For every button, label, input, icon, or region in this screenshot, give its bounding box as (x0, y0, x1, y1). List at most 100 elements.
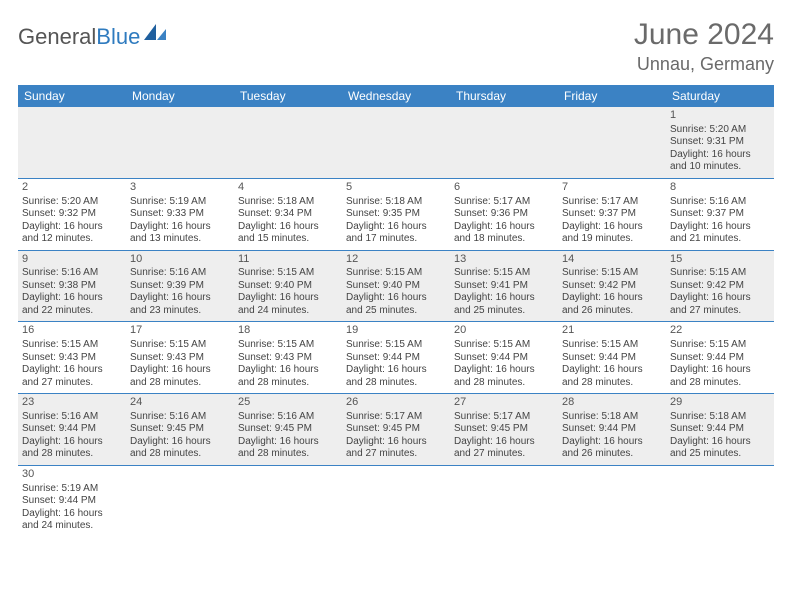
daylight-line-2: and 25 minutes. (454, 305, 554, 318)
month-title: June 2024 (634, 18, 774, 52)
daylight-line-2: and 15 minutes. (238, 233, 338, 246)
calendar-cell (342, 107, 450, 178)
calendar-cell: 5Sunrise: 5:18 AMSunset: 9:35 PMDaylight… (342, 178, 450, 250)
sunrise-line: Sunrise: 5:16 AM (130, 267, 230, 280)
daylight-line-2: and 17 minutes. (346, 233, 446, 246)
sunset-line: Sunset: 9:36 PM (454, 208, 554, 221)
day-header: Sunday (18, 85, 126, 107)
daylight-line-1: Daylight: 16 hours (22, 508, 122, 521)
sunrise-line: Sunrise: 5:15 AM (670, 267, 770, 280)
calendar-cell: 29Sunrise: 5:18 AMSunset: 9:44 PMDayligh… (666, 394, 774, 466)
calendar-cell (450, 465, 558, 536)
sunrise-line: Sunrise: 5:15 AM (346, 339, 446, 352)
day-number: 25 (238, 396, 338, 410)
sunset-line: Sunset: 9:44 PM (454, 352, 554, 365)
sunset-line: Sunset: 9:39 PM (130, 280, 230, 293)
daylight-line-1: Daylight: 16 hours (670, 364, 770, 377)
daylight-line-1: Daylight: 16 hours (670, 149, 770, 162)
day-number: 27 (454, 396, 554, 410)
sunrise-line: Sunrise: 5:15 AM (562, 267, 662, 280)
day-header: Tuesday (234, 85, 342, 107)
sunset-line: Sunset: 9:44 PM (22, 423, 122, 436)
daylight-line-2: and 24 minutes. (238, 305, 338, 318)
calendar-cell (18, 107, 126, 178)
sunrise-line: Sunrise: 5:17 AM (562, 196, 662, 209)
calendar-cell (234, 465, 342, 536)
sunset-line: Sunset: 9:41 PM (454, 280, 554, 293)
sunrise-line: Sunrise: 5:16 AM (130, 411, 230, 424)
day-number: 13 (454, 253, 554, 267)
daylight-line-2: and 24 minutes. (22, 520, 122, 533)
daylight-line-2: and 26 minutes. (562, 305, 662, 318)
daylight-line-1: Daylight: 16 hours (130, 221, 230, 234)
calendar-cell: 12Sunrise: 5:15 AMSunset: 9:40 PMDayligh… (342, 250, 450, 322)
daylight-line-2: and 25 minutes. (346, 305, 446, 318)
daylight-line-2: and 28 minutes. (130, 377, 230, 390)
daylight-line-1: Daylight: 16 hours (238, 364, 338, 377)
sunrise-line: Sunrise: 5:15 AM (238, 339, 338, 352)
day-number: 16 (22, 324, 122, 338)
sunset-line: Sunset: 9:33 PM (130, 208, 230, 221)
day-number: 23 (22, 396, 122, 410)
sunset-line: Sunset: 9:44 PM (562, 423, 662, 436)
sunrise-line: Sunrise: 5:19 AM (22, 483, 122, 496)
daylight-line-1: Daylight: 16 hours (454, 292, 554, 305)
day-number: 3 (130, 181, 230, 195)
sunrise-line: Sunrise: 5:20 AM (22, 196, 122, 209)
daylight-line-2: and 28 minutes. (670, 377, 770, 390)
daylight-line-2: and 27 minutes. (670, 305, 770, 318)
daylight-line-2: and 28 minutes. (562, 377, 662, 390)
calendar-cell: 16Sunrise: 5:15 AMSunset: 9:43 PMDayligh… (18, 322, 126, 394)
daylight-line-1: Daylight: 16 hours (346, 364, 446, 377)
calendar-cell: 19Sunrise: 5:15 AMSunset: 9:44 PMDayligh… (342, 322, 450, 394)
header: GeneralBlue June 2024 Unnau, Germany (18, 18, 774, 75)
daylight-line-2: and 25 minutes. (670, 448, 770, 461)
sunset-line: Sunset: 9:44 PM (22, 495, 122, 508)
logo-text-b: Blue (96, 24, 140, 50)
sunset-line: Sunset: 9:43 PM (238, 352, 338, 365)
daylight-line-2: and 22 minutes. (22, 305, 122, 318)
calendar-cell: 8Sunrise: 5:16 AMSunset: 9:37 PMDaylight… (666, 178, 774, 250)
calendar-cell: 21Sunrise: 5:15 AMSunset: 9:44 PMDayligh… (558, 322, 666, 394)
calendar-cell (558, 107, 666, 178)
sunrise-line: Sunrise: 5:15 AM (130, 339, 230, 352)
sunrise-line: Sunrise: 5:19 AM (130, 196, 230, 209)
sunset-line: Sunset: 9:38 PM (22, 280, 122, 293)
sunset-line: Sunset: 9:45 PM (454, 423, 554, 436)
calendar-cell: 3Sunrise: 5:19 AMSunset: 9:33 PMDaylight… (126, 178, 234, 250)
sunset-line: Sunset: 9:35 PM (346, 208, 446, 221)
title-block: June 2024 Unnau, Germany (634, 18, 774, 75)
sunrise-line: Sunrise: 5:15 AM (238, 267, 338, 280)
sunrise-line: Sunrise: 5:17 AM (346, 411, 446, 424)
daylight-line-2: and 28 minutes. (130, 448, 230, 461)
day-number: 19 (346, 324, 446, 338)
calendar-week: 1Sunrise: 5:20 AMSunset: 9:31 PMDaylight… (18, 107, 774, 178)
calendar-week: 9Sunrise: 5:16 AMSunset: 9:38 PMDaylight… (18, 250, 774, 322)
calendar-header-row: SundayMondayTuesdayWednesdayThursdayFrid… (18, 85, 774, 107)
sunrise-line: Sunrise: 5:20 AM (670, 124, 770, 137)
day-number: 18 (238, 324, 338, 338)
sunrise-line: Sunrise: 5:18 AM (346, 196, 446, 209)
day-number: 22 (670, 324, 770, 338)
day-number: 24 (130, 396, 230, 410)
calendar-cell: 17Sunrise: 5:15 AMSunset: 9:43 PMDayligh… (126, 322, 234, 394)
daylight-line-2: and 19 minutes. (562, 233, 662, 246)
day-header: Thursday (450, 85, 558, 107)
calendar-cell: 1Sunrise: 5:20 AMSunset: 9:31 PMDaylight… (666, 107, 774, 178)
calendar-cell: 18Sunrise: 5:15 AMSunset: 9:43 PMDayligh… (234, 322, 342, 394)
daylight-line-2: and 28 minutes. (454, 377, 554, 390)
calendar-week: 2Sunrise: 5:20 AMSunset: 9:32 PMDaylight… (18, 178, 774, 250)
sunset-line: Sunset: 9:45 PM (346, 423, 446, 436)
sunset-line: Sunset: 9:42 PM (562, 280, 662, 293)
day-number: 4 (238, 181, 338, 195)
daylight-line-1: Daylight: 16 hours (562, 364, 662, 377)
daylight-line-1: Daylight: 16 hours (238, 292, 338, 305)
daylight-line-1: Daylight: 16 hours (454, 364, 554, 377)
daylight-line-1: Daylight: 16 hours (346, 221, 446, 234)
calendar-cell: 25Sunrise: 5:16 AMSunset: 9:45 PMDayligh… (234, 394, 342, 466)
sunrise-line: Sunrise: 5:18 AM (238, 196, 338, 209)
daylight-line-1: Daylight: 16 hours (130, 364, 230, 377)
daylight-line-1: Daylight: 16 hours (562, 221, 662, 234)
day-header: Monday (126, 85, 234, 107)
daylight-line-1: Daylight: 16 hours (670, 221, 770, 234)
